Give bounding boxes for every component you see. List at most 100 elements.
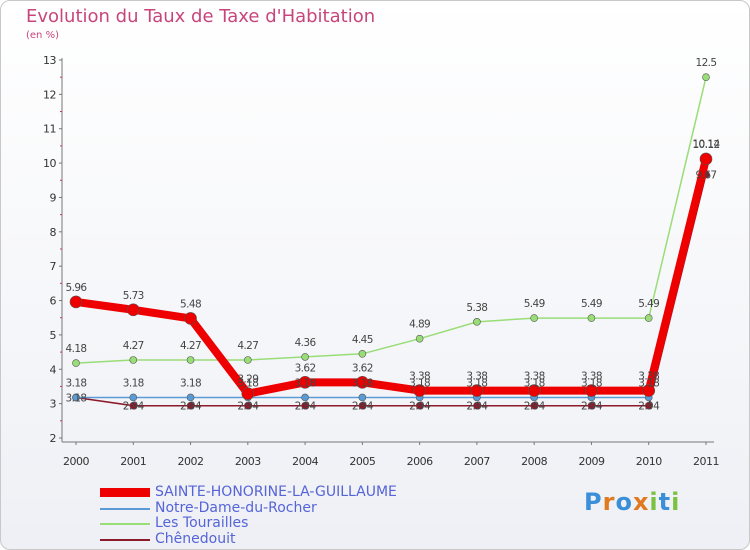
point-sainte-honorine-la-guillaume: [642, 384, 656, 397]
legend-label: Les Tourailles: [155, 515, 249, 531]
point-les-tourailles: [186, 356, 195, 364]
data-label-notre-dame-du-rocher: 3.18: [295, 377, 316, 389]
data-label-ch-nedouit: 2.94: [409, 401, 431, 413]
data-label-les-tourailles: 4.27: [180, 340, 201, 352]
y-tick-label: 2: [50, 432, 57, 445]
point-sainte-honorine-la-guillaume: [298, 376, 312, 389]
data-label-ch-nedouit: 2.94: [524, 401, 546, 413]
point-les-tourailles: [244, 356, 252, 364]
data-label-notre-dame-du-rocher: 3.18: [581, 377, 602, 389]
point-les-tourailles: [358, 350, 367, 358]
point-ch-nedouit: [129, 401, 138, 410]
point-sainte-honorine-la-guillaume: [126, 303, 140, 317]
data-label-sainte-honorine-la-guillaume: 3.38: [638, 371, 659, 383]
data-label-sainte-honorine-la-guillaume: 3.38: [466, 371, 487, 383]
data-label-ch-nedouit: 2.94: [180, 401, 202, 413]
data-label-notre-dame-du-rocher: 3.18: [180, 377, 201, 389]
point-notre-dame-du-rocher: [358, 393, 367, 402]
legend-swatch-darkred: [100, 538, 150, 541]
x-tick-label: 2002: [178, 455, 204, 468]
point-ch-nedouit: [587, 401, 596, 410]
point-sainte-honorine-la-guillaume: [527, 384, 541, 397]
data-label-ch-nedouit: 2.94: [581, 401, 603, 413]
point-sainte-honorine-la-guillaume: [585, 384, 598, 397]
data-label-sainte-honorine-la-guillaume: 3.38: [524, 371, 545, 383]
data-label-notre-dame-du-rocher: 10.14: [692, 138, 720, 150]
data-label-sainte-honorine-la-guillaume: 3.29: [237, 374, 258, 386]
logo-letter: x: [632, 488, 650, 516]
data-label-les-tourailles: 12.5: [696, 57, 717, 69]
x-tick-label: 2003: [235, 455, 261, 468]
series-line-notre-dame-du-rocher: [76, 158, 707, 399]
x-tick-label: 2007: [464, 455, 490, 468]
legend-swatch-green: [100, 523, 150, 525]
legend-label: Notre-Dame-du-Rocher: [155, 499, 317, 516]
logo-letter: r: [602, 488, 616, 516]
x-tick-label: 2008: [521, 455, 547, 468]
data-label-ch-nedouit: 2.94: [466, 401, 488, 413]
series-line-ch-nedouit: [75, 174, 707, 407]
x-tick-label: 2005: [349, 455, 375, 468]
data-label-sainte-honorine-la-guillaume: 3.38: [581, 371, 602, 383]
data-label-ch-nedouit: 2.94: [123, 401, 145, 413]
data-label-notre-dame-du-rocher: 3.18: [123, 377, 144, 389]
data-label-sainte-honorine-la-guillaume: 3.62: [295, 362, 316, 374]
y-tick-label: 12: [43, 88, 56, 101]
point-sainte-honorine-la-guillaume: [413, 384, 426, 397]
data-label-notre-dame-du-rocher: 3.18: [237, 377, 258, 389]
point-ch-nedouit: [301, 401, 309, 410]
point-ch-nedouit: [186, 401, 195, 410]
point-ch-nedouit: [473, 401, 481, 410]
data-label-les-tourailles: 4.27: [237, 340, 258, 352]
data-label-notre-dame-du-rocher: 3.18: [466, 377, 487, 389]
data-label-ch-nedouit: 2.94: [295, 401, 317, 413]
data-label-notre-dame-du-rocher: 3.18: [409, 377, 430, 389]
chart-title: Evolution du Taux de Taxe d'Habitation: [26, 6, 376, 27]
point-ch-nedouit: [244, 401, 252, 410]
point-les-tourailles: [702, 73, 710, 81]
data-label-les-tourailles: 4.27: [123, 340, 144, 352]
point-les-tourailles: [644, 314, 653, 322]
chart-subtitle: (en %): [26, 30, 59, 41]
data-label-sainte-honorine-la-guillaume: 5.48: [180, 298, 201, 310]
point-sainte-honorine-la-guillaume: [69, 295, 83, 309]
point-sainte-honorine-la-guillaume: [184, 312, 197, 325]
point-notre-dame-du-rocher: [72, 393, 80, 402]
logo-letter: i: [671, 488, 681, 516]
point-les-tourailles: [129, 356, 138, 364]
legend-label: Chênedouit: [155, 530, 236, 547]
data-label-ch-nedouit: 2.94: [638, 401, 660, 413]
data-label-les-tourailles: 4.45: [352, 334, 373, 346]
x-tick-label: 2011: [693, 455, 719, 468]
point-notre-dame-du-rocher: [129, 393, 138, 402]
y-tick-label: 11: [43, 123, 56, 136]
x-tick-label: 2010: [636, 455, 662, 468]
logo-letter: o: [615, 488, 633, 516]
data-label-les-tourailles: 5.49: [524, 298, 545, 310]
data-label-ch-nedouit: 9.67: [696, 169, 717, 181]
data-label-les-tourailles: 5.49: [581, 298, 602, 310]
y-tick-label: 9: [50, 191, 57, 204]
series-line-sainte-honorine-la-guillaume: [75, 158, 710, 398]
point-les-tourailles: [530, 314, 538, 322]
point-les-tourailles: [72, 359, 80, 367]
data-label-notre-dame-du-rocher: 3.18: [638, 377, 659, 389]
y-tick-label: 13: [43, 54, 56, 67]
x-tick-label: 2004: [292, 455, 318, 468]
y-tick-label: 7: [50, 260, 57, 273]
data-label-ch-nedouit: 2.94: [352, 401, 374, 413]
logo-letter: i: [649, 488, 659, 516]
y-tick-label: 10: [43, 157, 56, 170]
logo-letter: t: [658, 488, 672, 516]
point-notre-dame-du-rocher: [186, 393, 195, 402]
data-label-ch-nedouit: 3.18: [66, 392, 87, 404]
legend-swatch-blue: [100, 507, 150, 510]
data-label-les-tourailles: 5.38: [466, 302, 487, 314]
data-label-sainte-honorine-la-guillaume: 3.38: [409, 371, 430, 383]
data-label-les-tourailles: 4.89: [409, 319, 430, 331]
y-tick-label: 5: [50, 329, 57, 342]
data-label-sainte-honorine-la-guillaume: 3.62: [352, 362, 373, 374]
y-tick-label: 8: [50, 226, 57, 239]
data-label-notre-dame-du-rocher: 3.18: [352, 377, 373, 389]
